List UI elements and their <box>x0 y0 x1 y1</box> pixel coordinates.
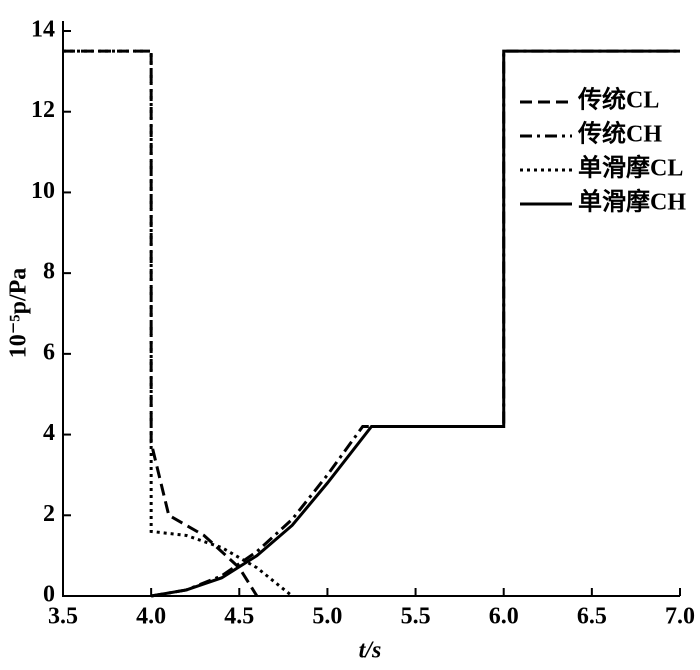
x-tick-label: 5.0 <box>312 604 342 630</box>
x-tick-label: 3.5 <box>48 604 78 630</box>
legend-label: 传统CH <box>577 120 662 148</box>
x-tick-label: 6.0 <box>489 604 519 630</box>
legend-label: 单滑摩CL <box>578 154 683 182</box>
y-axis-label: 10⁻⁵p/Pa <box>6 268 32 359</box>
y-tick-label: 10 <box>31 178 55 204</box>
x-tick-label: 7.0 <box>665 604 695 630</box>
y-tick-label: 4 <box>43 420 55 446</box>
y-tick-label: 14 <box>31 17 55 43</box>
y-tick-label: 0 <box>43 582 55 608</box>
series-line <box>63 49 259 597</box>
x-tick-label: 4.0 <box>136 604 166 630</box>
series-line <box>63 49 294 598</box>
x-tick-label: 4.5 <box>224 604 254 630</box>
x-tick-label: 6.5 <box>577 604 607 630</box>
series-line <box>150 49 680 598</box>
x-tick-label: 5.5 <box>401 604 431 630</box>
y-tick-label: 6 <box>43 339 55 365</box>
y-tick-label: 2 <box>43 501 55 527</box>
y-tick-label: 12 <box>31 97 55 123</box>
y-tick-label: 8 <box>43 259 55 285</box>
legend-label: 传统CL <box>577 86 659 114</box>
legend-label: 单滑摩CH <box>578 188 686 216</box>
x-axis-label: t/s <box>359 638 382 664</box>
